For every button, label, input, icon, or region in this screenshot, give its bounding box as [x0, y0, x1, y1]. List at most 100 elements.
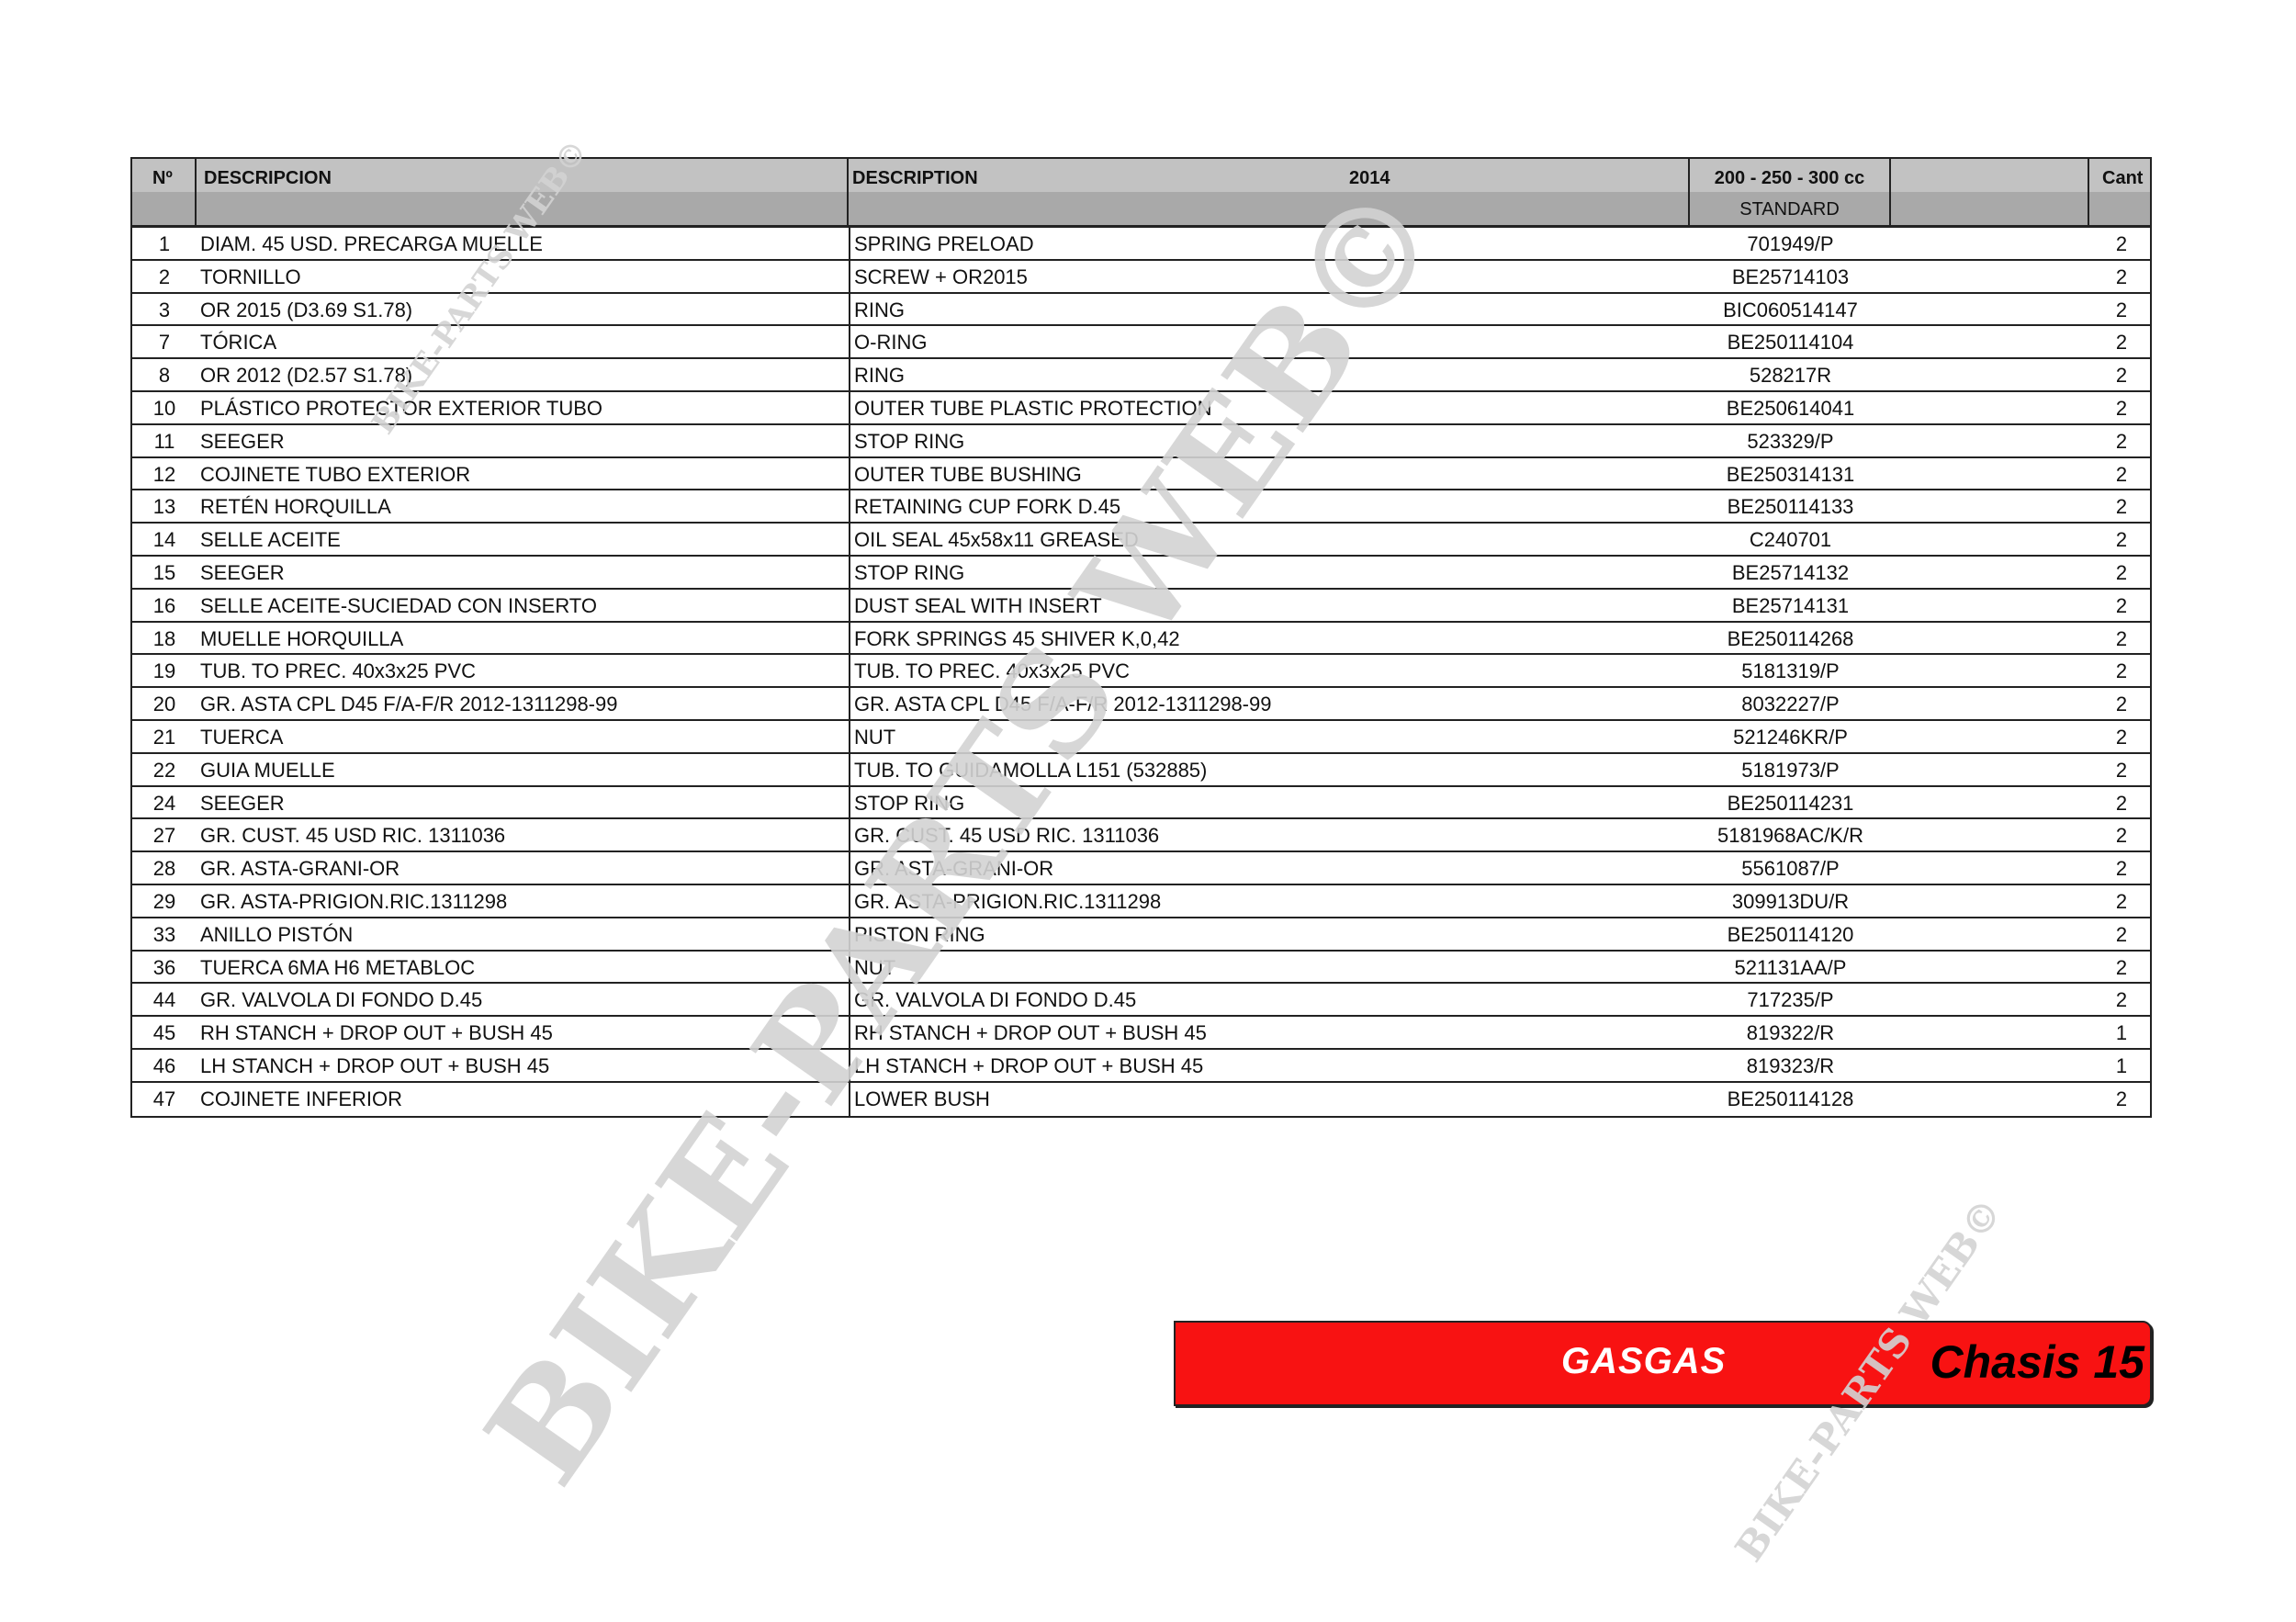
table-row: 10 PLÁSTICO PROTECTOR EXTERIOR TUBO OUTER …	[132, 391, 2150, 425]
quantity: 2	[2115, 495, 2128, 519]
table-row: 21 TUERCA NUT 521246KR/P 2	[132, 720, 2150, 754]
description-es: GUIA MUELLE	[200, 758, 335, 782]
quantity: 2	[2115, 462, 2128, 486]
description-es: TUB. TO PREC. 40x3x25 PVC	[200, 659, 476, 683]
item-number: 3	[158, 298, 171, 321]
description-en: SCREW + OR2015	[849, 260, 1028, 294]
part-number: BE250614041	[1726, 396, 1855, 420]
description-es: SEEGER	[200, 791, 285, 815]
description-en: O-RING	[849, 326, 927, 360]
header-descripcion: DESCRIPCION	[197, 159, 849, 225]
item-number: 12	[152, 462, 176, 486]
description-en: OUTER TUBE PLASTIC PROTECTION	[849, 391, 1212, 425]
description-en: OUTER TUBE BUSHING	[849, 457, 1082, 491]
table-row: 28 GR. ASTA-GRANI-OR GR. ASTA-GRANI-OR 5561…	[132, 852, 2150, 886]
description-en: GR. ASTA CPL D45 F/A-F/R 2012-1311298-99	[849, 688, 1271, 722]
quantity: 2	[2115, 824, 2128, 848]
item-number: 24	[152, 791, 176, 815]
description-en: STOP RING	[849, 424, 964, 458]
item-number: 20	[152, 693, 176, 716]
description-es: OR 2015 (D3.69 S1.78)	[200, 298, 413, 321]
item-number: 1	[158, 232, 171, 255]
header-version: STANDARD	[1739, 199, 1840, 220]
description-es: SEEGER	[200, 560, 285, 584]
table-body: 1 DIAM. 45 USD. PRECARGA MUELLE SPRING PRE…	[132, 228, 2150, 1116]
footer-banner: GASGAS Chasis 15	[1174, 1321, 2152, 1406]
part-number: BE250114133	[1727, 495, 1854, 519]
description-es: SELLE ACEITE-SUCIEDAD CON INSERTO	[200, 593, 597, 617]
part-number: 819322/R	[1746, 1021, 1835, 1045]
description-en: RH STANCH + DROP OUT + BUSH 45	[849, 1017, 1207, 1051]
description-en: GR. ASTA-PRIGION.RIC.1311298	[849, 884, 1161, 918]
description-en: OIL SEAL 45x58x11 GREASED	[849, 524, 1139, 558]
item-number: 8	[158, 364, 171, 388]
header-no-label: Nº	[152, 168, 173, 188]
quantity: 2	[2115, 955, 2128, 979]
quantity: 2	[2115, 889, 2128, 913]
table-row: 45 RH STANCH + DROP OUT + BUSH 45 RH STANC…	[132, 1017, 2150, 1051]
item-number: 33	[152, 922, 176, 946]
description-es: TORNILLO	[200, 265, 301, 288]
part-number: BIC060514147	[1723, 298, 1858, 321]
header-description: DESCRIPTION 2014	[849, 159, 1690, 225]
item-number: 2	[158, 265, 171, 288]
table-row: 18 MUELLE HORQUILLA FORK SPRINGS 45 SHIVER…	[132, 622, 2150, 656]
item-number: 28	[152, 857, 176, 881]
table-row: 14 SELLE ACEITE OIL SEAL 45x58x11 GREASED C…	[132, 524, 2150, 558]
table-row: 12 COJINETE TUBO EXTERIOR OUTER TUBE BUSHI…	[132, 457, 2150, 491]
part-number: BE25714131	[1731, 593, 1850, 617]
part-number: BE250114120	[1727, 922, 1854, 946]
part-number: 521131AA/P	[1734, 955, 1847, 979]
item-number: 22	[152, 758, 176, 782]
part-number: BE250314131	[1726, 462, 1855, 486]
item-number: 27	[152, 824, 176, 848]
description-en: GR. ASTA-GRANI-OR	[849, 852, 1053, 886]
quantity: 2	[2115, 725, 2128, 749]
part-number: C240701	[1749, 528, 1832, 552]
item-number: 13	[152, 495, 176, 519]
description-es: SEEGER	[200, 429, 285, 453]
description-en: STOP RING	[849, 786, 964, 820]
quantity: 2	[2115, 298, 2128, 321]
table-row: 20 GR. ASTA CPL D45 F/A-F/R 2012-1311298-…	[132, 688, 2150, 722]
description-en: LOWER BUSH	[849, 1082, 990, 1116]
description-es: PLÁSTICO PROTECTOR EXTERIOR TUBO	[200, 396, 603, 420]
part-number: BE25714103	[1731, 265, 1850, 288]
description-en: PISTON RING	[849, 918, 985, 952]
table-row: 36 TUERCA 6MA H6 METABLOC NUT 521131AA/P 2	[132, 951, 2150, 985]
description-en: NUT	[849, 951, 895, 985]
item-number: 45	[152, 1021, 176, 1045]
part-number: 5181968AC/K/R	[1717, 824, 1863, 848]
header-model: 200 - 250 - 300 cc STANDARD	[1690, 159, 1891, 225]
part-number: 521246KR/P	[1733, 725, 1848, 749]
description-es: COJINETE TUBO EXTERIOR	[200, 462, 471, 486]
section-title: Chasis 15	[1930, 1336, 2144, 1388]
part-number: 819323/R	[1746, 1053, 1835, 1077]
description-es: GR. ASTA-GRANI-OR	[200, 857, 400, 881]
part-number: 701949/P	[1747, 232, 1834, 255]
quantity: 2	[2115, 626, 2128, 650]
item-number: 16	[152, 593, 176, 617]
table-row: 2 TORNILLO SCREW + OR2015 BE25714103 2	[132, 260, 2150, 294]
description-es: GR. ASTA CPL D45 F/A-F/R 2012-1311298-99	[200, 693, 618, 716]
header-qty-label: Cant	[2102, 168, 2144, 188]
table-row: 11 SEEGER STOP RING 523329/P 2	[132, 424, 2150, 458]
part-number: 5181973/P	[1741, 758, 1840, 782]
description-en: RETAINING CUP FORK D.45	[849, 490, 1120, 524]
description-es: TUERCA	[200, 725, 284, 749]
description-es: MUELLE HORQUILLA	[200, 626, 404, 650]
table-row: 8 OR 2012 (D2.57 S1.78) RING 528217R 2	[132, 359, 2150, 393]
description-en: GR. VALVOLA DI FONDO D.45	[849, 984, 1136, 1018]
quantity: 2	[2115, 922, 2128, 946]
part-number: 8032227/P	[1741, 693, 1840, 716]
quantity: 2	[2115, 659, 2128, 683]
header-descripcion-label: DESCRIPCION	[204, 168, 332, 188]
table-row: 47 COJINETE INFERIOR LOWER BUSH BE250114128…	[132, 1082, 2150, 1116]
part-number: BE250114268	[1727, 626, 1854, 650]
header-model-label: 200 - 250 - 300 cc	[1714, 168, 1865, 188]
description-es: GR. CUST. 45 USD RIC. 1311036	[200, 824, 506, 848]
description-es: SELLE ACEITE	[200, 528, 341, 552]
part-number: 523329/P	[1747, 429, 1834, 453]
quantity: 1	[2115, 1021, 2128, 1045]
table-row: 3 OR 2015 (D3.69 S1.78) RING BIC060514147 2	[132, 293, 2150, 327]
